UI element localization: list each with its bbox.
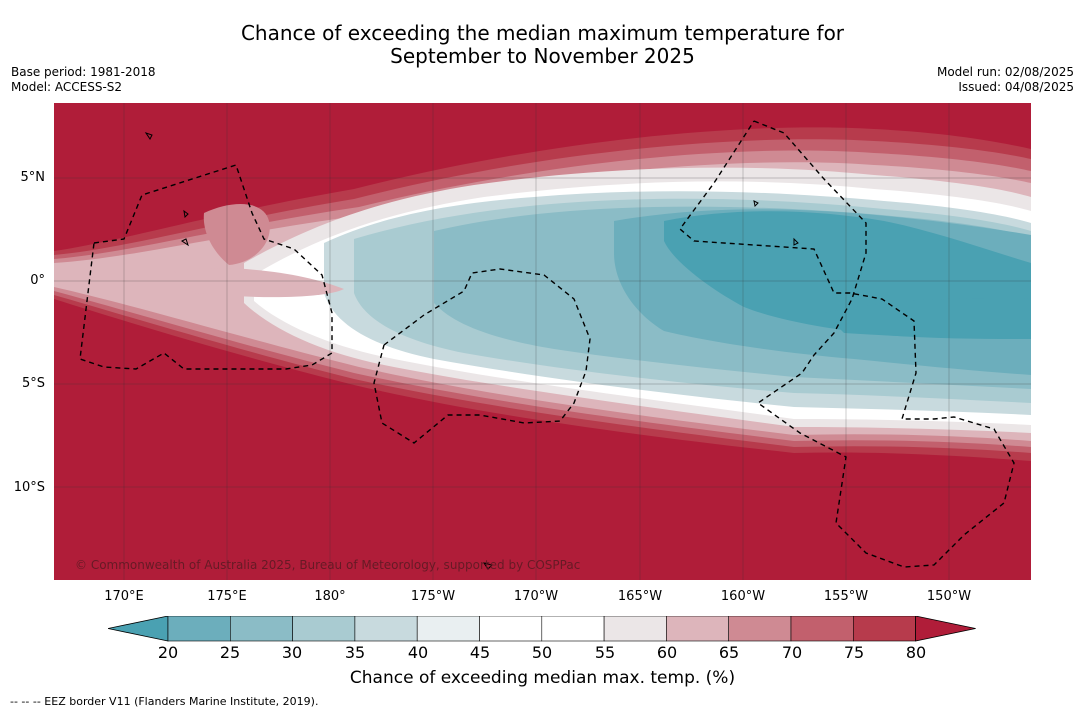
y-tick-0: 0° — [30, 273, 45, 288]
colorbar-label-25: 25 — [219, 643, 241, 662]
colorbar — [108, 616, 976, 642]
x-tick-155w: 155°W — [823, 589, 869, 604]
island-a — [144, 132, 153, 140]
temperature-map — [54, 103, 1031, 580]
island-outlines — [144, 132, 799, 570]
colorbar-cell — [292, 616, 356, 642]
x-tick-180: 180° — [314, 589, 346, 604]
x-tick-170e: 170°E — [104, 589, 144, 604]
colorbar-cell — [541, 616, 605, 642]
colorbar-title: Chance of exceeding median max. temp. (%… — [349, 668, 736, 688]
eez-phoenix — [373, 268, 591, 444]
colorbar-cell — [230, 616, 293, 642]
island-e — [753, 200, 759, 208]
issued-date: Issued: 04/08/2025 — [958, 80, 1074, 94]
colorbar-label-70: 70 — [781, 643, 803, 662]
x-tick-170w: 170°W — [513, 589, 559, 604]
colorbar-label-20: 20 — [157, 643, 179, 662]
colorbar-cell — [666, 616, 730, 642]
warm-patch-west — [203, 203, 270, 265]
colorbar-label-55: 55 — [594, 643, 616, 662]
x-tick-175w: 175°W — [410, 589, 456, 604]
copyright-notice: © Commonwealth of Australia 2025, Bureau… — [75, 558, 581, 572]
colorbar-cell — [416, 616, 480, 642]
colorbar-label-80: 80 — [905, 643, 927, 662]
warm-patch-center — [174, 268, 344, 298]
colorbar-extend-high — [915, 616, 976, 642]
colorbar-cell — [852, 616, 916, 642]
island-f — [482, 562, 493, 570]
model-run: Model run: 02/08/2025 — [936, 65, 1074, 79]
eez-legend-note: -- -- -- EEZ border V11 (Flanders Marine… — [10, 695, 319, 708]
colorbar-label-65: 65 — [718, 643, 740, 662]
y-tick-5n: 5°N — [20, 170, 46, 185]
x-tick-160w: 160°W — [720, 589, 766, 604]
x-tick-175e: 175°E — [207, 589, 247, 604]
colorbar-cell — [479, 616, 543, 642]
colorbar-label-30: 30 — [281, 643, 303, 662]
colorbar-label-75: 75 — [843, 643, 865, 662]
map-title: Chance of exceeding the median maximum t… — [0, 22, 1085, 68]
colorbar-cell — [167, 616, 231, 642]
island-b — [181, 238, 189, 247]
y-tick-5s: 5°S — [21, 376, 45, 391]
meta-left: Base period: 1981-2018 Model: ACCESS-S2 — [11, 65, 156, 95]
eez-line-islands — [679, 120, 1015, 568]
y-tick-10s: 10°S — [13, 480, 45, 495]
island-d — [793, 237, 799, 246]
colorbar-label-40: 40 — [407, 643, 429, 662]
colorbar-cell — [354, 616, 418, 642]
colorbar-cell — [728, 616, 792, 642]
x-tick-150w: 150°W — [926, 589, 972, 604]
model-name: Model: ACCESS-S2 — [11, 80, 123, 94]
eez-borders — [79, 120, 1015, 568]
colorbar-cell — [790, 616, 854, 642]
colorbar-cell — [603, 616, 667, 642]
base-period: Base period: 1981-2018 — [11, 65, 156, 79]
band-20-east — [824, 298, 1031, 338]
colorbar-label-35: 35 — [344, 643, 366, 662]
map-title-line2: September to November 2025 — [390, 44, 695, 68]
grid-lines — [54, 103, 1031, 580]
colorbar-label-50: 50 — [531, 643, 553, 662]
x-tick-165w: 165°W — [617, 589, 663, 604]
map-title-line1: Chance of exceeding the median maximum t… — [240, 21, 845, 45]
colorbar-extend-low — [108, 616, 169, 642]
meta-right: Model run: 02/08/2025 Issued: 04/08/2025 — [937, 65, 1074, 95]
colorbar-label-45: 45 — [469, 643, 491, 662]
colorbar-cells — [108, 616, 976, 642]
colorbar-label-60: 60 — [656, 643, 678, 662]
island-c — [183, 209, 189, 219]
